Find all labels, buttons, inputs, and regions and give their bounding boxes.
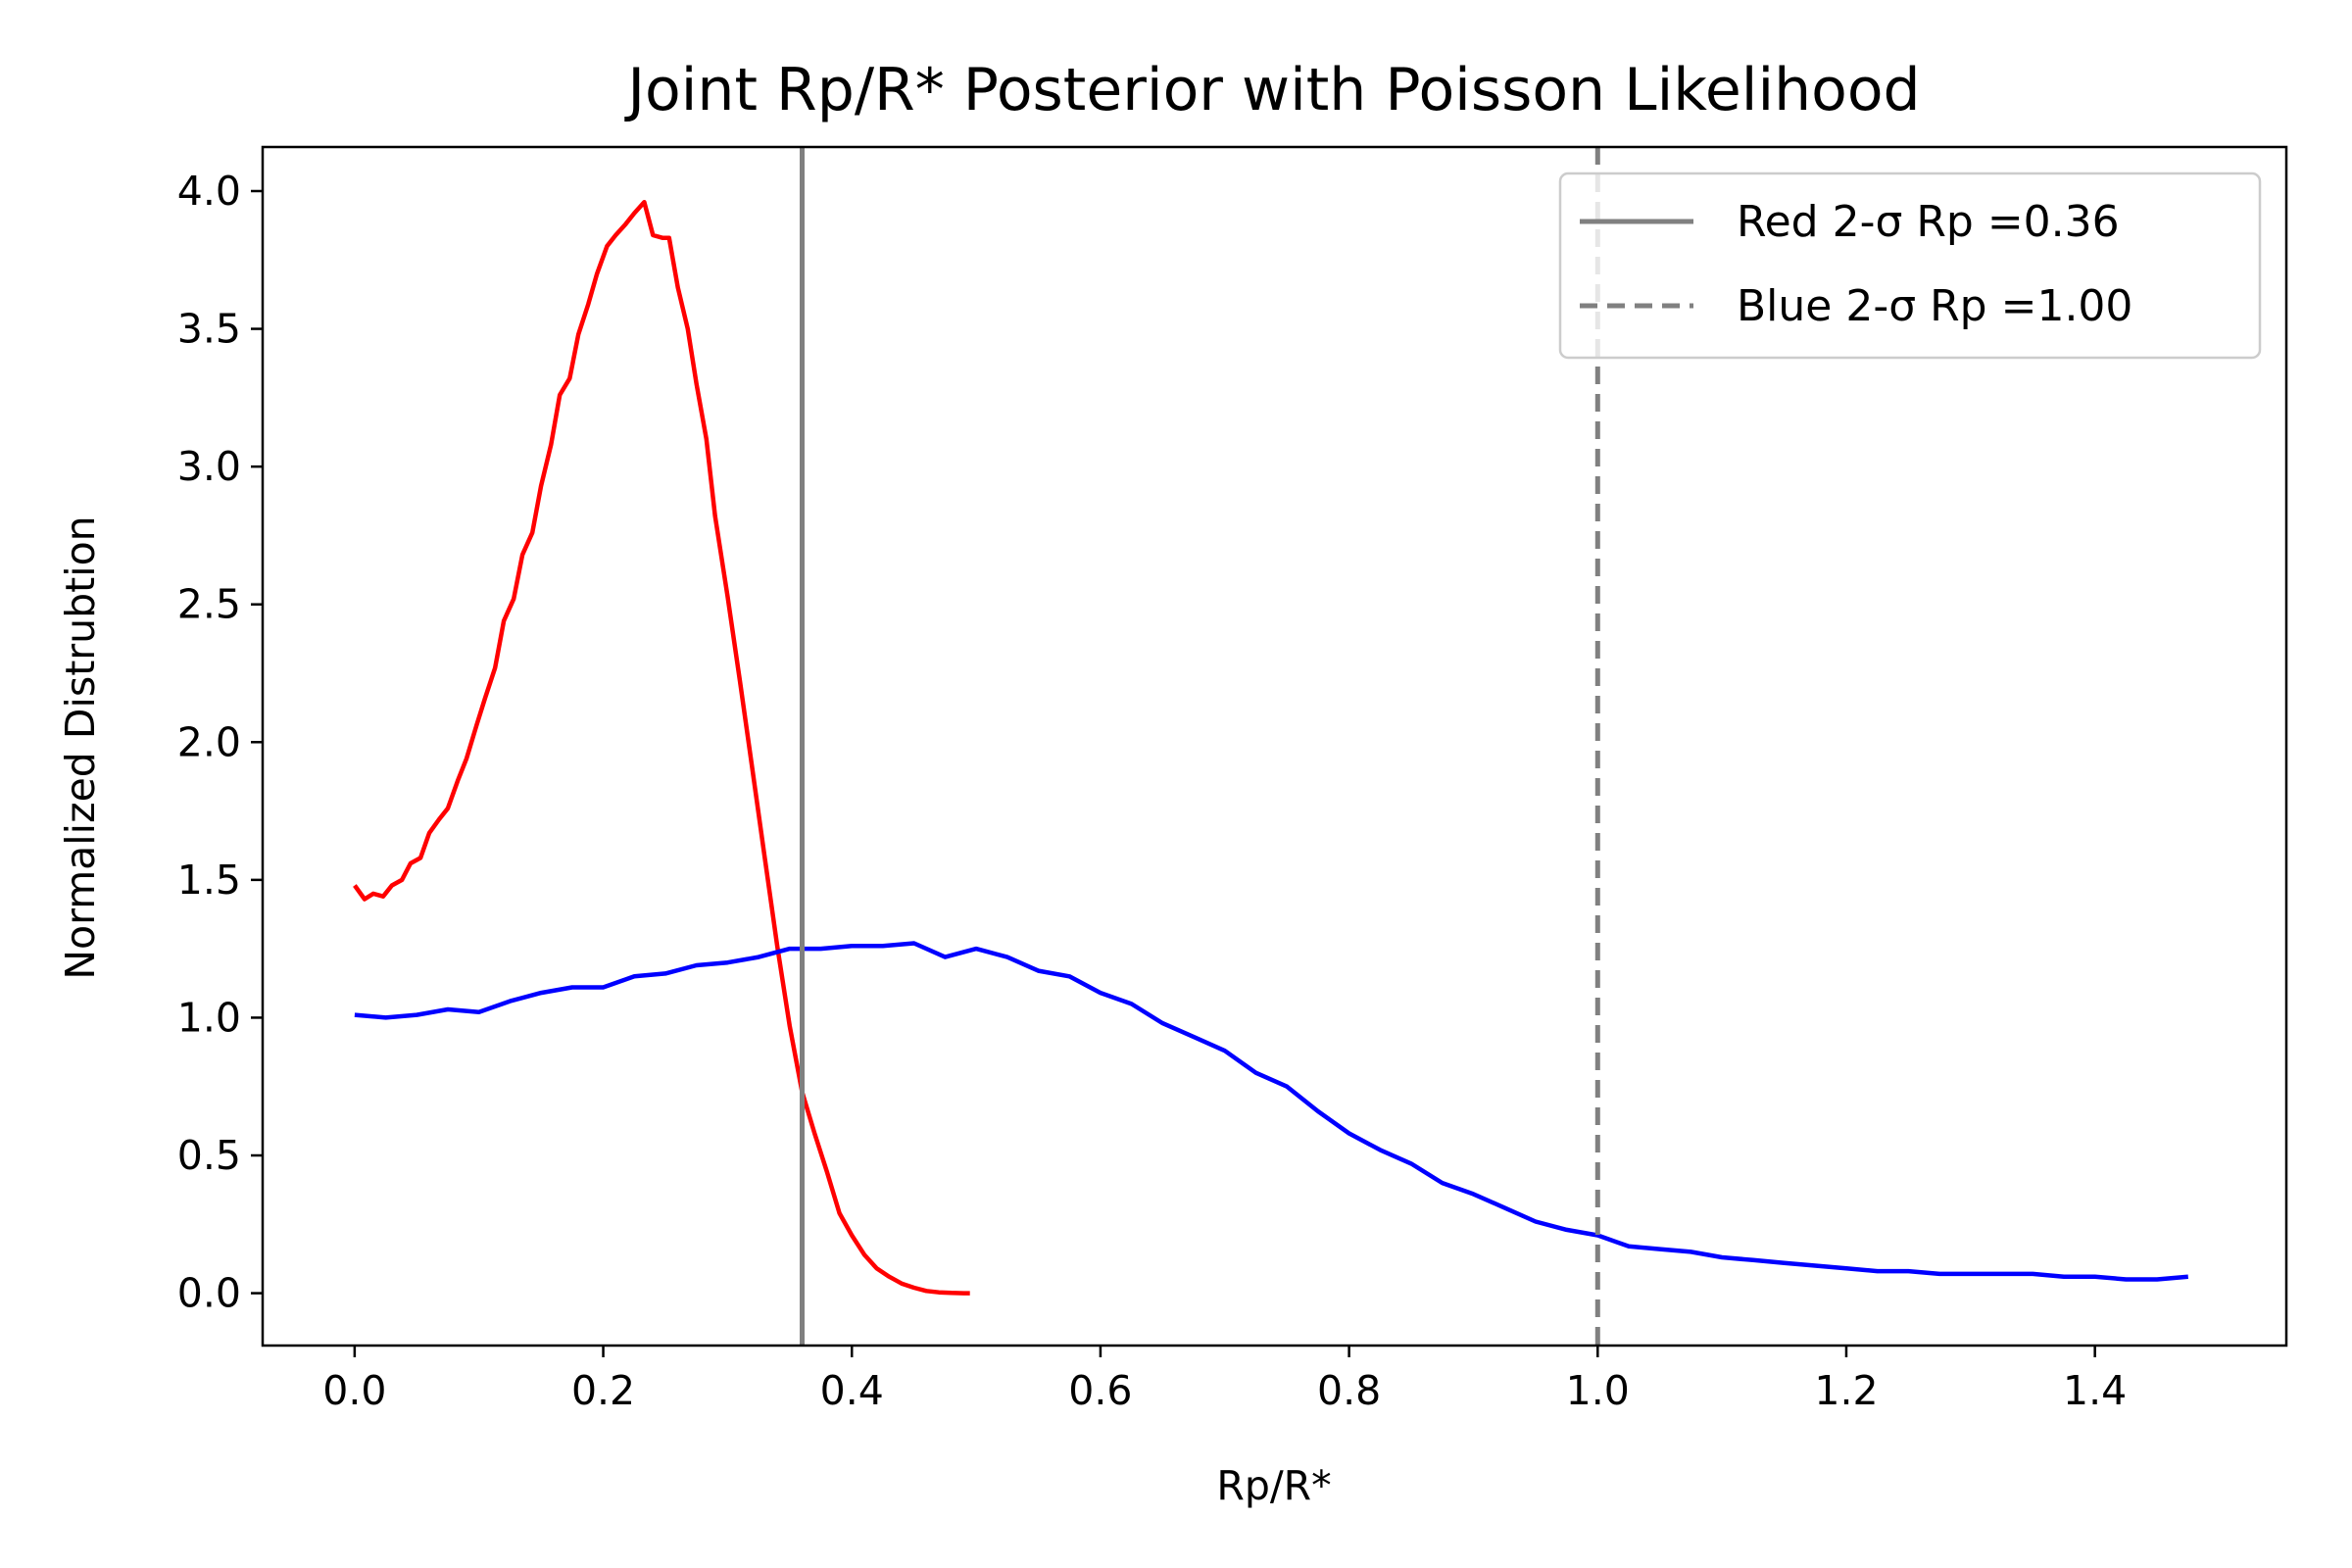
x-tick-label: 0.8 [1317, 1367, 1381, 1414]
y-axis-label: Normalized Distrubtion [57, 515, 104, 979]
y-tick-label: 0.0 [177, 1270, 241, 1317]
x-tick-label: 0.4 [820, 1367, 884, 1414]
y-tick-label: 4.0 [177, 168, 241, 215]
legend-label-red: Red 2-σ Rp =0.36 [1737, 197, 2120, 247]
x-tick-label: 1.2 [1814, 1367, 1878, 1414]
x-tick-label: 1.0 [1566, 1367, 1630, 1414]
legend-label-blue: Blue 2-σ Rp =1.00 [1737, 281, 2132, 331]
legend: Red 2-σ Rp =0.36 Blue 2-σ Rp =1.00 [1558, 172, 2262, 360]
y-tick-label: 0.5 [177, 1132, 241, 1179]
x-tick-label: 0.2 [571, 1367, 635, 1414]
series-line-1 [354, 941, 2188, 1282]
y-tick-label: 3.0 [177, 443, 241, 490]
plot-frame [261, 145, 2288, 1348]
y-tick-label: 1.0 [177, 994, 241, 1041]
legend-box [1558, 172, 2262, 360]
y-axis: 0.0 0.5 1.0 1.5 2.0 2.5 3.0 3.5 4.0 [177, 168, 263, 1317]
x-tick-label: 0.0 [322, 1367, 386, 1414]
x-tick-label: 1.4 [2063, 1367, 2127, 1414]
y-tick-label: 2.5 [177, 581, 241, 628]
y-tick-label: 2.0 [177, 718, 241, 765]
x-axis: 0.0 0.2 0.4 0.6 0.8 1.0 1.2 1.4 [322, 1346, 2127, 1414]
series-line-0 [353, 199, 970, 1296]
x-axis-label: Rp/R* [1216, 1462, 1331, 1509]
y-tick-label: 3.5 [177, 306, 241, 353]
x-tick-label: 0.6 [1068, 1367, 1132, 1414]
chart-title: Joint Rp/R* Posterior with Poisson Likel… [623, 56, 1920, 124]
y-tick-label: 1.5 [177, 857, 241, 904]
